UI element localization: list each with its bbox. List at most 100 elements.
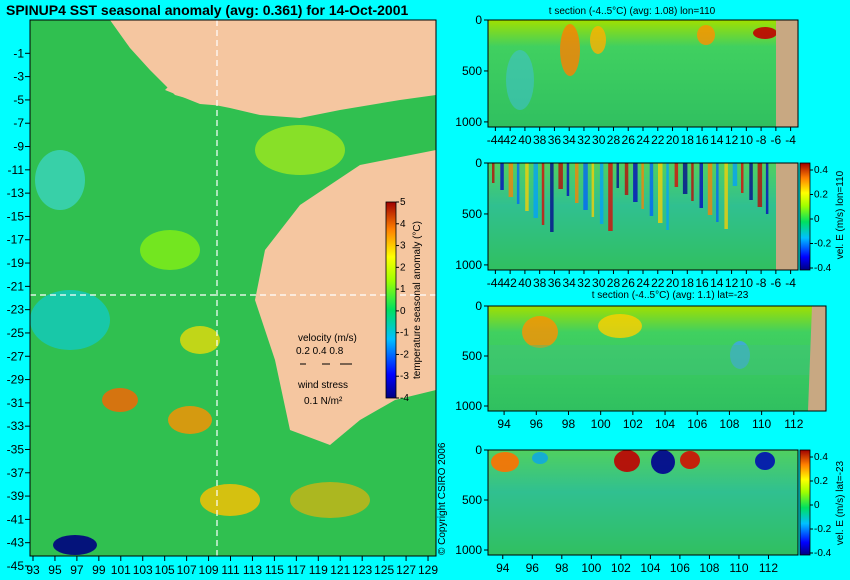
panel1-field <box>488 20 798 127</box>
sst-colorbar-tick-label: -4 <box>400 393 409 404</box>
panel1-y-ticks: 0 500 1000 <box>455 13 488 129</box>
panel-y-tick-label: 0 <box>475 156 482 170</box>
panel-x-tick-label: 112 <box>784 417 803 431</box>
panel-x-tick-label: 104 <box>655 417 675 431</box>
panel2-x-ticks: -44 42 40 38 36 34 32 30 28 26 24 22 20 18 16 14 12 10 -8-… <box>487 270 796 290</box>
map-y-tick-label: -19 <box>7 256 25 270</box>
panel-x-tick-label: 94 <box>496 561 510 575</box>
map-x-tick-label: 113 <box>243 563 262 577</box>
panel-x-tick-label: 16 <box>695 276 709 290</box>
panel-x-tick-label: -4 <box>785 133 796 147</box>
panel-vel-lat: 94 96 98 100 102 104 106 108 110 112 0 500 1000 0.4… <box>455 443 846 575</box>
map-y-tick-label: -7 <box>13 116 24 130</box>
panel2-velocity-streak <box>492 163 495 183</box>
panel2-colorbar-label: vel. E (m/s) lon=110 <box>835 170 846 259</box>
map-x-tick-label: 103 <box>133 563 153 577</box>
panel2-velocity-streak <box>583 163 588 210</box>
panel2-velocity-streak <box>641 163 644 209</box>
panel2-features <box>492 163 769 232</box>
panel-y-tick-label: 500 <box>462 64 482 78</box>
sst-colorbar-tick-label: 4 <box>400 219 406 230</box>
panel-y-tick-label: 1000 <box>455 258 482 272</box>
panel-x-tick-label: 28 <box>607 133 621 147</box>
panel-x-tick-label: 10 <box>740 276 754 290</box>
panel-x-tick-label: 16 <box>695 133 709 147</box>
panel1-x-ticks: -44 42 40 38 36 34 32 30 28 26 24 22 20 18 16 14 12 10 -8-… <box>487 127 796 147</box>
sst-colorbar-tick-label: 3 <box>400 241 406 252</box>
panel-x-tick-label: 94 <box>497 417 511 431</box>
vel-colorbar-tick-label: 0.4 <box>814 452 828 463</box>
map-x-tick-label: 109 <box>199 563 219 577</box>
panel-y-tick-label: 500 <box>462 349 482 363</box>
panel2-velocity-streak <box>591 163 595 217</box>
sst-colorbar-tick-label: 2 <box>400 262 406 273</box>
panel-x-tick-label: 10 <box>740 133 754 147</box>
map-y-tick-label: -27 <box>7 349 25 363</box>
panel-y-tick-label: 500 <box>462 493 482 507</box>
panel2-velocity-streak <box>724 163 728 229</box>
panel-x-tick-label: 24 <box>636 133 650 147</box>
panel2-velocity-streak <box>616 163 619 188</box>
panel2-land <box>776 163 798 270</box>
panel4-y-ticks: 0 500 1000 <box>455 443 488 557</box>
sst-map: SPINUP4 SST seasonal anomaly (avg: 0.361… <box>6 2 438 577</box>
panel-x-tick-label: 32 <box>577 276 591 290</box>
panel-x-tick-label: 106 <box>687 417 707 431</box>
wind-legend-label: wind stress <box>297 380 348 391</box>
map-x-tick-label: 123 <box>352 563 372 577</box>
panel3-title: t section (-4..5°C) (avg: 1.1) lat=-23 <box>592 290 749 301</box>
panel3-x-ticks: 94 96 98 100 102 104 106 108 110 112 <box>497 411 804 431</box>
map-y-tick-label: -37 <box>7 466 25 480</box>
panel-x-tick-label: -6 <box>771 133 782 147</box>
panel-x-tick-label: 26 <box>622 133 636 147</box>
panel2-velocity-streak <box>732 163 738 186</box>
wind-legend-scale: 0.1 N/m² <box>304 396 343 407</box>
panel2-velocity-streak <box>624 163 629 195</box>
panel-x-tick-label: -6 <box>771 276 782 290</box>
panel-x-tick-label: 30 <box>592 133 606 147</box>
map-y-tick-label: -15 <box>7 209 25 223</box>
vel-colorbar-tick-label: 0.2 <box>814 476 828 487</box>
panel-x-tick-label: 30 <box>592 276 606 290</box>
panel-x-tick-label: -8 <box>756 276 767 290</box>
map-x-tick-label: 107 <box>177 563 197 577</box>
panel-x-tick-label: 96 <box>526 561 540 575</box>
panel-x-tick-label: 18 <box>681 133 695 147</box>
panel2-velocity-streak <box>649 163 654 216</box>
map-y-tick-label: -45 <box>7 559 25 573</box>
panel2-velocity-streak <box>541 163 545 225</box>
panel-x-tick-label: 24 <box>636 276 650 290</box>
panel4-colorbar-ticks: 0.4 0.2 0 -0.2 -0.4 <box>810 452 832 559</box>
panel-x-tick-label: 112 <box>759 561 778 575</box>
map-y-tick-label: -13 <box>7 186 25 200</box>
map-x-tick-label: 119 <box>309 563 328 577</box>
panel2-velocity-streak <box>575 163 579 203</box>
panel2-velocity-streak <box>765 163 769 214</box>
map-y-tick-label: -29 <box>7 373 25 387</box>
panel2-colorbar <box>799 162 811 271</box>
vel-colorbar-tick-label: 0.2 <box>814 190 828 201</box>
map-y-tick-label: -35 <box>7 442 25 456</box>
panel2-velocity-streak <box>550 163 554 232</box>
panel4-colorbar <box>799 449 811 556</box>
panel-x-tick-label: 22 <box>651 133 665 147</box>
sst-colorbar-tick-label: 1 <box>400 284 406 295</box>
vel-colorbar-tick-label: -0.4 <box>814 263 832 274</box>
panel4-colorbar-label: vel. E (m/s) lat=-23 <box>835 460 846 545</box>
panel-y-tick-label: 0 <box>475 13 482 27</box>
java-island <box>165 80 250 108</box>
map-y-tick-label: -43 <box>7 536 25 550</box>
panel3-features <box>488 314 826 375</box>
panel2-velocity-streak <box>699 163 703 208</box>
panel-x-tick-label: 106 <box>670 561 690 575</box>
panel2-velocity-streak <box>691 163 694 201</box>
panel1-features <box>506 24 777 110</box>
sst-colorbar-tick-label: 5 <box>400 197 406 208</box>
panel-y-tick-label: 500 <box>462 207 482 221</box>
copyright-text: © Copyright CSIRO 2006 <box>437 442 448 555</box>
panel-x-tick-label: 42 <box>503 276 517 290</box>
panel-x-tick-label: 12 <box>725 276 739 290</box>
panel2-velocity-streak <box>599 163 604 224</box>
panel-x-tick-label: 100 <box>581 561 601 575</box>
